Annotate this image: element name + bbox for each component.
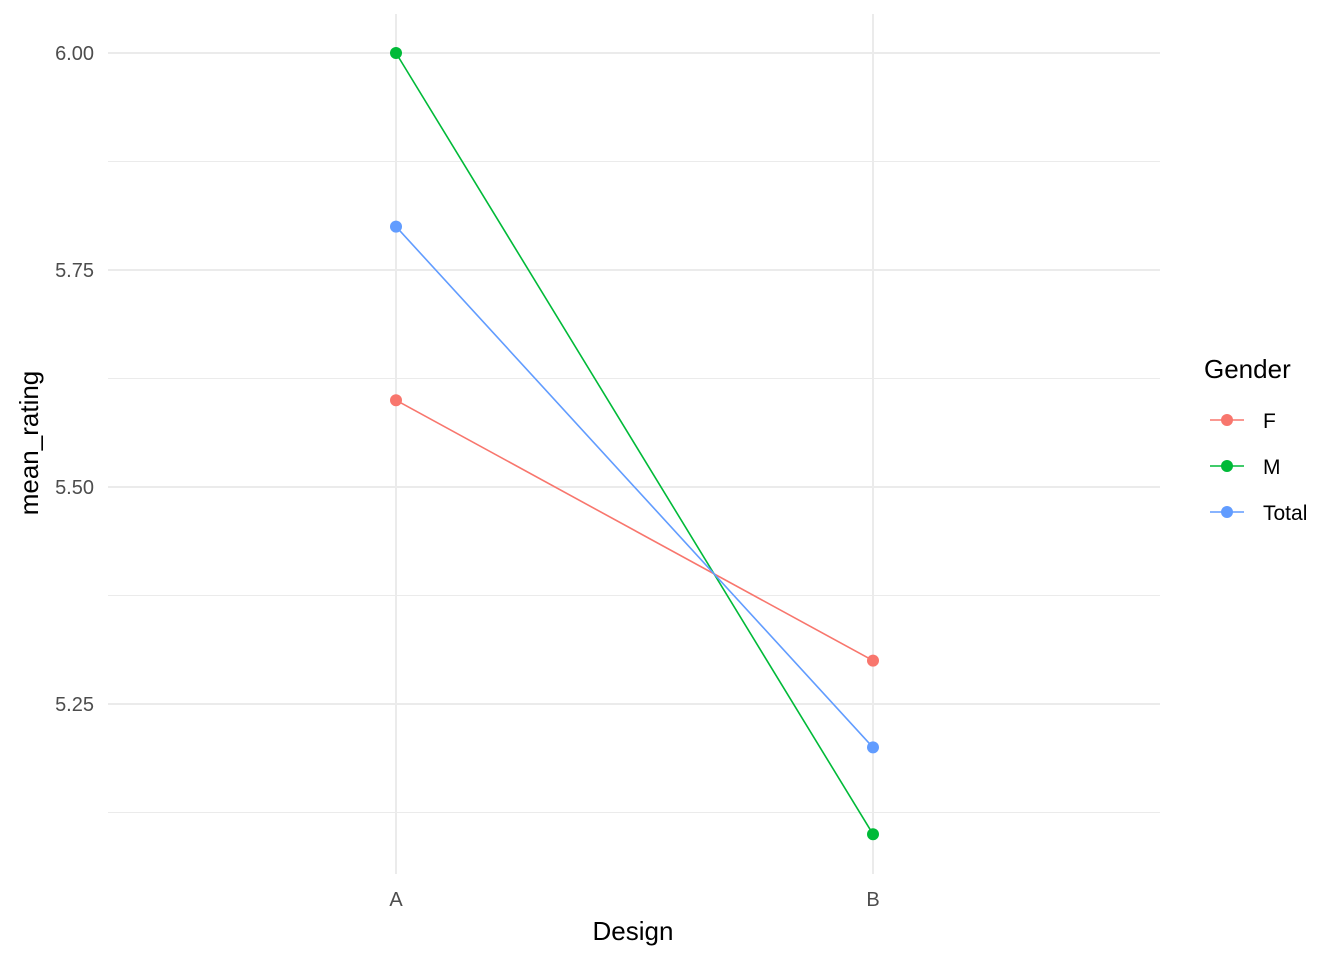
legend-label: Total	[1263, 502, 1307, 525]
legend-key-point	[1221, 414, 1233, 426]
y-axis-title: mean_rating	[14, 371, 44, 516]
data-point-total	[867, 741, 879, 754]
legend-key-point	[1221, 506, 1233, 518]
legend-label: M	[1263, 456, 1281, 479]
y-axis-tick-labels: 5.25 5.50 5.75 6.00	[55, 43, 94, 716]
data-point-f	[390, 394, 402, 407]
y-tick-label: 5.25	[55, 694, 94, 716]
data-point-f	[867, 654, 879, 667]
legend-label: F	[1263, 410, 1276, 433]
x-axis-title: Design	[593, 916, 674, 946]
data-point-total	[390, 220, 402, 233]
legend-key-point	[1221, 460, 1233, 472]
data-point-m	[390, 47, 402, 59]
x-tick-label: A	[389, 889, 403, 911]
series-line-f	[395, 399, 874, 662]
y-tick-label: 5.50	[55, 477, 94, 499]
legend-title: Gender	[1204, 354, 1291, 384]
y-tick-label: 6.00	[55, 43, 94, 65]
series-line-m	[395, 52, 874, 835]
legend-item: Total	[1210, 502, 1307, 525]
legend: Gender FM Total	[1204, 354, 1307, 525]
minor-gridlines	[108, 161, 1160, 813]
series-lines	[395, 52, 874, 835]
legend-item: M	[1210, 456, 1281, 479]
y-tick-label: 5.75	[55, 260, 94, 282]
x-tick-label: B	[866, 889, 879, 911]
series-points	[390, 47, 879, 841]
legend-items: FM Total	[1210, 410, 1307, 525]
series-line-total	[395, 226, 874, 748]
legend-item: F	[1210, 410, 1276, 433]
data-point-m	[867, 828, 879, 841]
